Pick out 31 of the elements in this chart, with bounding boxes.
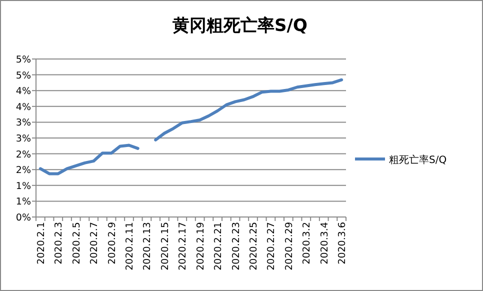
x-tick-label: 2020.3.6 xyxy=(337,222,348,264)
x-tick-label: 2020.2.17 xyxy=(178,222,189,270)
x-tick-label: 2020.2.5 xyxy=(71,222,82,264)
y-tick-label: 5% xyxy=(16,70,31,82)
y-tick-label: 4% xyxy=(16,102,31,113)
x-tick-label: 2020.2.19 xyxy=(195,222,206,270)
x-tick-label: 2020.2.7 xyxy=(89,222,100,264)
x-tick-label: 2020.2.27 xyxy=(266,222,278,270)
y-tick-label: 3% xyxy=(16,134,31,144)
x-tick-label: 2020.2.11 xyxy=(124,222,136,270)
y-tick-label: 1% xyxy=(16,180,31,192)
x-tick-label: 2020.2.21 xyxy=(213,222,224,270)
y-tick-label: 3% xyxy=(16,118,31,129)
x-tick-label: 2020.2.29 xyxy=(284,222,295,270)
x-tick-label: 2020.2.23 xyxy=(230,222,242,270)
y-tick-label: 2% xyxy=(16,149,31,160)
x-tick-label: 2020.2.1 xyxy=(36,222,47,264)
y-tick-label: 5% xyxy=(16,54,31,66)
y-tick-label: 4% xyxy=(16,86,31,98)
y-tick-label: 2% xyxy=(16,165,31,176)
y-tick-label: 1% xyxy=(16,196,31,208)
x-tick-label: 2020.3.4 xyxy=(319,222,330,264)
x-tick-label: 2020.2.3 xyxy=(54,222,65,264)
chart-title: 黄冈粗死亡率S/Q xyxy=(172,16,308,36)
x-tick-label: 2020.2.9 xyxy=(106,222,118,264)
x-tick-label: 2020.2.25 xyxy=(248,222,260,270)
x-tick-label: 2020.2.15 xyxy=(160,222,171,270)
y-tick-label: 0% xyxy=(16,212,31,224)
x-tick-label: 2020.3.2 xyxy=(302,222,313,264)
legend-label: 粗死亡率S/Q xyxy=(389,154,447,166)
x-tick-label: 2020.2.13 xyxy=(142,222,154,270)
